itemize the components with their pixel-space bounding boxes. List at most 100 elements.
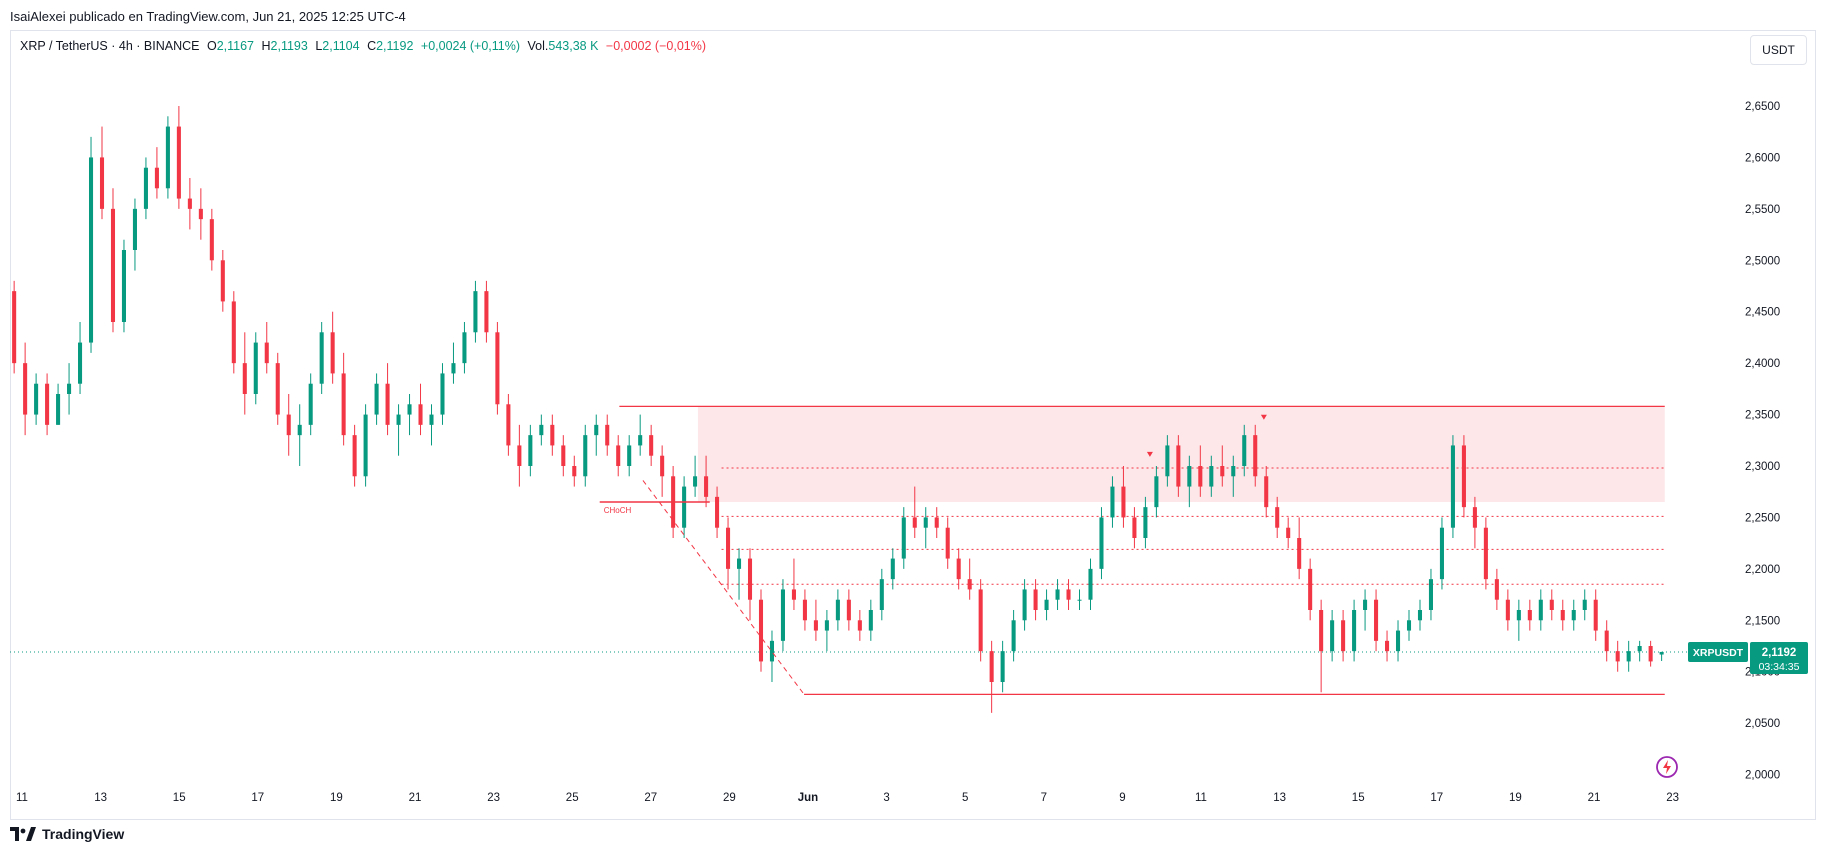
x-tick-label: 11: [16, 792, 28, 804]
candle-body: [923, 517, 928, 528]
candle: [539, 414, 544, 446]
legend-high-label: H: [261, 39, 271, 53]
x-tick-label: 15: [1352, 792, 1365, 804]
legend-close-label: C: [367, 39, 377, 53]
candle: [758, 589, 764, 672]
candle-body: [1374, 599, 1379, 641]
candle-body: [297, 424, 302, 436]
candle: [736, 548, 742, 600]
candle-body: [495, 332, 500, 405]
candle-body: [187, 198, 192, 209]
candle: [1077, 589, 1082, 610]
candle: [209, 208, 214, 271]
candle-body: [286, 414, 291, 436]
candle: [231, 291, 236, 374]
candle: [1055, 579, 1060, 610]
candle: [1044, 589, 1049, 621]
candle: [67, 363, 72, 415]
candle-body: [1626, 651, 1631, 662]
candle: [561, 435, 566, 477]
candle-body: [165, 126, 170, 189]
legend-open: 2,1167: [216, 39, 254, 53]
candle: [56, 383, 61, 425]
x-tick-label: 11: [1195, 792, 1207, 804]
candle: [605, 414, 610, 456]
candle: [1187, 455, 1192, 508]
marker-arrow: [1260, 414, 1267, 420]
candle-body: [1099, 517, 1104, 569]
x-tick-label: 27: [644, 792, 657, 804]
candle: [901, 507, 906, 569]
candle-body: [1143, 507, 1148, 538]
candle: [143, 157, 148, 220]
candle: [440, 363, 445, 425]
x-tick-label: 21: [409, 792, 422, 804]
candle: [1000, 640, 1005, 693]
candle-body: [506, 404, 511, 446]
candle-body: [550, 424, 555, 446]
candle: [1088, 558, 1093, 610]
candle-body: [978, 589, 983, 652]
candle: [989, 640, 994, 713]
candle: [835, 589, 840, 631]
candle-body: [1439, 527, 1444, 580]
candle-body: [88, 157, 94, 343]
candle: [616, 435, 621, 477]
candle-body: [1198, 466, 1203, 487]
candle: [780, 579, 785, 652]
candle-body: [1582, 599, 1587, 610]
candle: [12, 280, 17, 374]
candle: [99, 126, 105, 220]
candle-body: [1055, 589, 1060, 600]
candle: [1593, 589, 1598, 641]
candle-body: [1231, 466, 1236, 477]
candle-body: [1286, 527, 1291, 538]
candle: [956, 548, 961, 590]
candle: [1231, 455, 1236, 497]
candle-body: [769, 640, 775, 662]
candle: [802, 589, 807, 631]
candle-body: [132, 208, 137, 250]
candle-body: [1022, 589, 1027, 621]
y-tick-label: 2,2000: [1745, 564, 1780, 576]
currency-button[interactable]: USDT: [1750, 35, 1807, 65]
candle-body: [649, 435, 654, 456]
candle: [297, 404, 302, 466]
legend-symbol[interactable]: XRP / TetherUS · 4h · BINANCE: [20, 39, 200, 53]
footer-brand[interactable]: TradingView: [10, 826, 124, 842]
lightning-icon[interactable]: [1655, 755, 1679, 779]
candle-body: [1615, 651, 1620, 662]
candle: [330, 311, 335, 384]
candle-body: [824, 620, 829, 631]
candle-body: [1341, 620, 1346, 652]
choch-label: CHoCH: [604, 506, 632, 515]
y-tick-label: 2,4000: [1745, 358, 1780, 370]
candle: [374, 373, 379, 425]
candle: [264, 322, 269, 374]
candle-body: [1516, 610, 1521, 621]
candle: [1264, 466, 1269, 518]
candle: [132, 198, 137, 271]
y-tick-label: 2,3000: [1745, 461, 1780, 473]
y-tick-label: 2,2500: [1745, 512, 1780, 524]
candle: [1439, 517, 1444, 590]
candle: [23, 342, 28, 436]
x-tick-label: 23: [487, 792, 500, 804]
candle: [1483, 517, 1488, 590]
candle: [385, 363, 390, 436]
legend-open-label: O: [206, 39, 217, 53]
candle: [715, 486, 720, 538]
candle-body: [484, 291, 489, 333]
candle-body: [1033, 589, 1038, 610]
candle: [1286, 517, 1291, 549]
x-tick-label: 13: [1273, 792, 1286, 804]
candle: [121, 239, 127, 333]
candle-body: [1044, 599, 1049, 610]
candle-body: [715, 496, 720, 528]
candle-body: [429, 414, 434, 425]
candle-body: [308, 383, 313, 425]
candle-body: [835, 599, 840, 621]
candle-body: [363, 414, 368, 477]
candle: [868, 599, 873, 641]
